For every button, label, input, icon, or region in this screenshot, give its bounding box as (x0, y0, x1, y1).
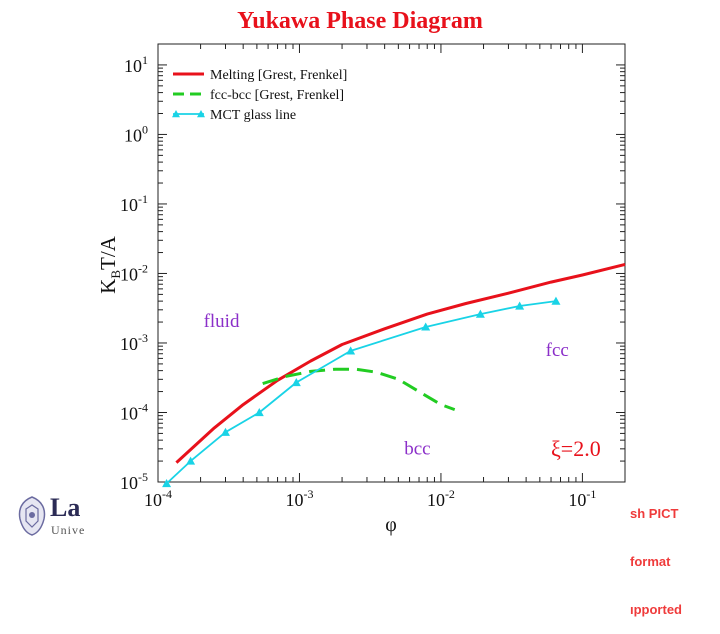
logo-subtitle-text: Unive (51, 523, 86, 537)
legend-entry-label: fcc-bcc [Grest, Frenkel] (210, 88, 344, 103)
logo-brand-text: La (50, 493, 81, 522)
region-label: bcc (404, 438, 430, 459)
y-tick-label: 10-1 (120, 192, 148, 215)
legend: Melting [Grest, Frenkel] fcc-bcc [Grest, … (172, 68, 347, 123)
x-tick-label: 10-2 (427, 487, 455, 510)
data-point (421, 322, 431, 331)
y-tick-label: 10-4 (120, 400, 148, 423)
y-tick-label: 100 (124, 122, 148, 145)
series-line-1 (262, 367, 456, 412)
legend-entry-label: Melting [Grest, Frenkel] (210, 68, 347, 83)
legend-entry-label: MCT glass line (210, 108, 296, 123)
plot-frame (157, 43, 626, 483)
y-tick-label: 10-5 (120, 470, 148, 493)
x-axis-label: φ (385, 514, 397, 536)
placeholder-line: format (630, 554, 671, 569)
chart-title: Yukawa Phase Diagram (237, 8, 483, 34)
placeholder-line: ıpported (630, 602, 682, 617)
data-point (475, 309, 485, 318)
data-point (515, 301, 525, 310)
series-line-0 (175, 262, 626, 464)
university-logo: La Unive (10, 493, 110, 540)
data-point (186, 456, 196, 465)
region-label: fluid (204, 311, 240, 332)
series-line-2 (165, 300, 557, 485)
data-point (220, 427, 230, 436)
data-point (162, 479, 172, 488)
y-tick-label: 10-3 (120, 331, 148, 354)
phase-diagram-chart: 10-4 10-3 10-2 10-110-510-410-310-210-11001… (96, 43, 626, 536)
data-point (291, 378, 301, 387)
legend-marker (172, 110, 180, 118)
x-tick-label: 10-1 (568, 487, 596, 510)
region-label: fcc (546, 340, 569, 361)
data-point (551, 296, 561, 305)
y-tick-label: 101 (124, 53, 148, 76)
data-point (254, 407, 264, 417)
legend-marker (197, 110, 205, 118)
crest-icon (18, 496, 46, 536)
x-tick-label: 10-4 (144, 487, 172, 510)
y-axis-label: KBT/A (96, 235, 123, 294)
axis-ticks: 10-4 10-3 10-2 10-110-510-410-310-210-11001… (120, 43, 626, 510)
data-point (346, 346, 356, 355)
region-labels: fluid fcc bcc (204, 311, 569, 459)
unsupported-image-placeholder: sh PICT format ıpported (630, 474, 720, 634)
placeholder-line: sh PICT (630, 506, 679, 521)
xi-annotation: ξ=2.0 (551, 436, 601, 461)
x-tick-label: 10-3 (285, 487, 313, 510)
y-tick-label: 10-2 (120, 261, 148, 284)
series-layer (162, 262, 626, 488)
